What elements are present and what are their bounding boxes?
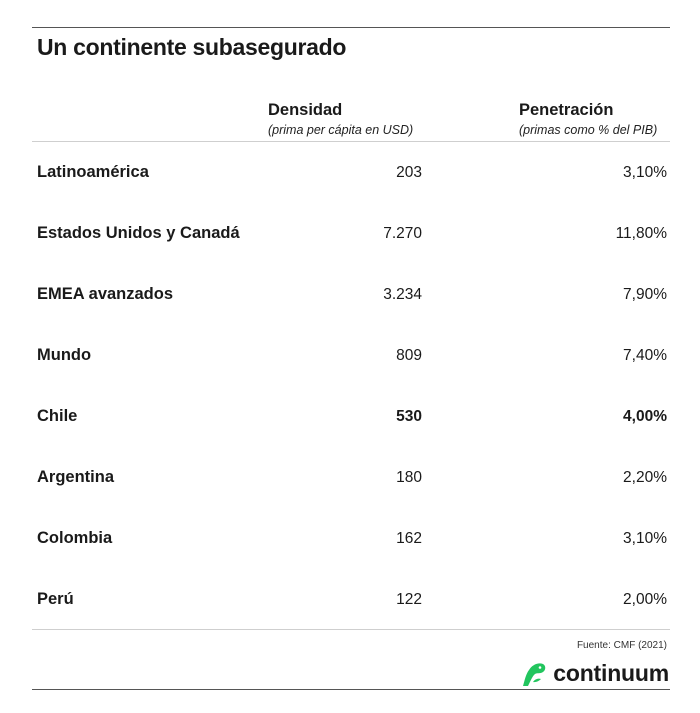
- table-row: Argentina 180 2,20%: [0, 448, 700, 509]
- density-value: 180: [396, 469, 422, 486]
- density-value: 809: [396, 347, 422, 364]
- continuum-logo-icon: [523, 662, 546, 686]
- table-row: Estados Unidos y Canadá 7.270 11,80%: [0, 204, 700, 265]
- penetration-header-title: Penetración: [519, 101, 614, 119]
- penetration-header-subtitle: (primas como % del PIB): [519, 123, 658, 137]
- table-row: Latinoamérica 203 3,10%: [0, 143, 700, 204]
- penetration-value: 2,00%: [623, 591, 667, 608]
- table-row: Colombia 162 3,10%: [0, 509, 700, 570]
- top-rule: [32, 27, 670, 28]
- penetration-value: 3,10%: [623, 530, 667, 547]
- penetration-value: 7,90%: [623, 286, 667, 303]
- table-row: Chile 530 4,00%: [0, 387, 700, 448]
- density-column-header: Densidad (prima per cápita en USD): [268, 101, 413, 137]
- table-row: Perú 122 2,00%: [0, 570, 700, 631]
- table-row: Mundo 809 7,40%: [0, 326, 700, 387]
- table-row: EMEA avanzados 3.234 7,90%: [0, 265, 700, 326]
- footer-divider: [32, 629, 670, 630]
- density-value: 3.234: [383, 286, 422, 303]
- bottom-rule: [32, 689, 670, 690]
- density-value: 122: [396, 591, 422, 608]
- page-title: Un continente subasegurado: [37, 34, 347, 60]
- row-label: Perú: [37, 590, 74, 608]
- penetration-column-header: Penetración (primas como % del PIB): [519, 101, 657, 137]
- row-label: Chile: [37, 407, 78, 425]
- density-header-title: Densidad: [268, 101, 343, 119]
- density-value: 203: [396, 164, 422, 181]
- row-label: Colombia: [37, 529, 113, 547]
- penetration-value: 2,20%: [623, 469, 667, 486]
- row-label: EMEA avanzados: [37, 285, 174, 303]
- row-label: Mundo: [37, 346, 92, 364]
- row-label: Latinoamérica: [37, 163, 149, 181]
- density-value: 530: [396, 408, 422, 425]
- density-value: 7.270: [383, 225, 422, 242]
- penetration-value: 3,10%: [623, 164, 667, 181]
- penetration-value: 11,80%: [615, 225, 667, 242]
- row-label: Estados Unidos y Canadá: [37, 224, 240, 242]
- penetration-value: 4,00%: [623, 408, 667, 425]
- source-note: Fuente: CMF (2021): [576, 640, 667, 651]
- data-table: Latinoamérica 203 3,10% Estados Unidos y…: [0, 143, 700, 631]
- brand-logo: continuum: [519, 660, 669, 687]
- penetration-value: 7,40%: [623, 347, 667, 364]
- header-divider: [32, 141, 670, 142]
- row-label: Argentina: [37, 468, 115, 486]
- brand-name: continuum: [553, 660, 669, 686]
- density-header-subtitle: (prima per cápita en USD): [268, 123, 414, 137]
- density-value: 162: [396, 530, 422, 547]
